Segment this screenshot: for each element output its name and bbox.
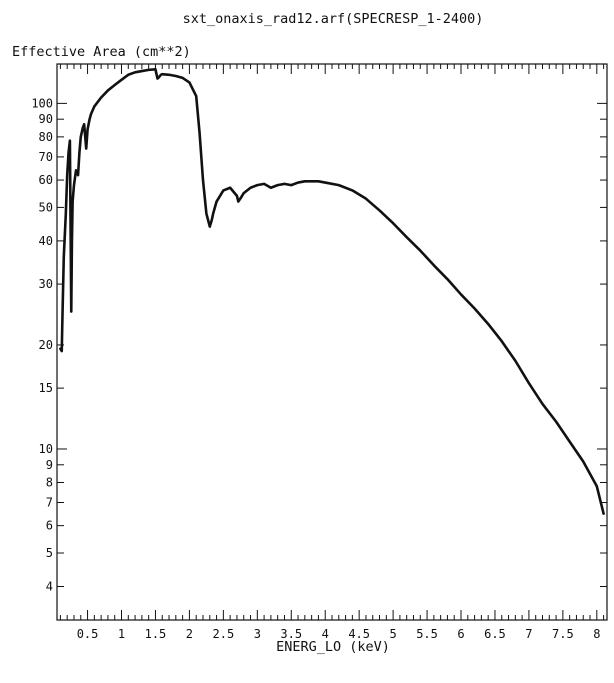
y-tick-label: 40 — [39, 234, 53, 248]
y-tick-label: 90 — [39, 112, 53, 126]
y-tick-label: 70 — [39, 150, 53, 164]
axis-ticks — [57, 64, 607, 620]
y-tick-label: 30 — [39, 277, 53, 291]
x-tick-label: 1 — [118, 627, 125, 641]
series-line-effective-area — [59, 67, 605, 515]
y-tick-label: 4 — [46, 580, 53, 594]
x-tick-label: 6.5 — [484, 627, 506, 641]
x-tick-label: 6 — [457, 627, 464, 641]
chart-title: sxt_onaxis_rad12.arf(SPECRESP_1-2400) — [183, 11, 484, 27]
x-tick-label: 1.5 — [145, 627, 167, 641]
plot-frame — [56, 63, 608, 621]
y-tick-label: 80 — [39, 130, 53, 144]
x-tick-label: 7 — [525, 627, 532, 641]
x-tick-label: 5.5 — [416, 627, 438, 641]
x-tick-label: 5 — [389, 627, 396, 641]
y-tick-label: 9 — [46, 458, 53, 472]
x-tick-label: 3.5 — [280, 627, 302, 641]
y-tick-label: 6 — [46, 519, 53, 533]
x-tick-label: 7.5 — [552, 627, 574, 641]
y-tick-label: 20 — [39, 338, 53, 352]
x-tick-label: 3 — [254, 627, 261, 641]
x-tick-label: 2.5 — [213, 627, 235, 641]
tick-labels: 0.5 1 1.5 2 2.5 3 3.5 4 4.5 5 5.5 6 6.5 7 7.5 8 4 5 6 7 8 9 10… — [31, 96, 600, 641]
y-tick-label: 8 — [46, 475, 53, 489]
x-axis-label: ENERG_LO (keV) — [276, 639, 390, 655]
y-tick-label: 50 — [39, 200, 53, 214]
y-tick-label: 15 — [39, 381, 53, 395]
x-tick-label: 2 — [186, 627, 193, 641]
y-tick-label: 10 — [39, 442, 53, 456]
x-tick-label: 8 — [593, 627, 600, 641]
y-tick-label: 5 — [46, 546, 53, 560]
y-tick-label: 60 — [39, 173, 53, 187]
y-axis-label: Effective Area (cm**2) — [12, 44, 191, 60]
x-tick-label: 4 — [322, 627, 329, 641]
y-tick-label: 7 — [46, 496, 53, 510]
y-tick-label: 100 — [31, 96, 53, 110]
x-tick-label: 4.5 — [348, 627, 370, 641]
x-tick-label: 0.5 — [77, 627, 99, 641]
